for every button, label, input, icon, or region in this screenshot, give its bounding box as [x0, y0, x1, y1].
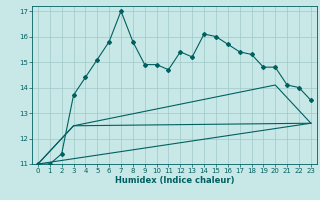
X-axis label: Humidex (Indice chaleur): Humidex (Indice chaleur)	[115, 176, 234, 185]
